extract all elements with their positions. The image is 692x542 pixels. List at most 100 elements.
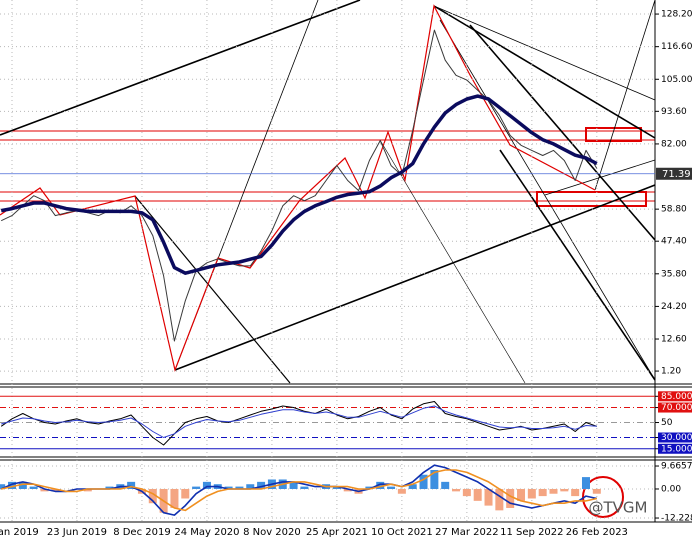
histogram-bar <box>462 488 471 497</box>
trend-line <box>439 19 656 381</box>
histogram-bar <box>257 481 266 489</box>
histogram-bar <box>83 488 92 492</box>
trend-line <box>594 0 656 191</box>
histogram-bar <box>40 488 49 492</box>
trend-line <box>469 24 656 241</box>
tick-label-bg <box>658 432 692 443</box>
histogram-bar <box>235 486 244 489</box>
y-tick-label: 15.0000 <box>661 444 692 454</box>
x-tick-label: 24 May 2020 <box>174 527 239 538</box>
histogram-bar <box>51 488 60 492</box>
x-tick-label: 27 Mar 2022 <box>435 527 498 538</box>
histogram-bar <box>0 484 6 489</box>
tick-label-bg <box>658 402 692 413</box>
x-tick-label: 8 Nov 2020 <box>243 527 301 538</box>
y-tick-label: 82.00 <box>661 139 687 149</box>
watermark: @TVGM <box>589 499 648 517</box>
drawings <box>0 0 692 523</box>
y-tick-label: 105.00 <box>661 75 692 85</box>
y-tick-label: 50 <box>661 418 673 428</box>
histogram-bar <box>300 486 309 489</box>
histogram-bar <box>408 484 417 489</box>
series-line <box>0 29 598 342</box>
histogram-bar <box>397 488 406 494</box>
histogram-bar <box>127 481 136 489</box>
histogram-bar <box>202 481 211 489</box>
y-tick-label: 128.20 <box>661 10 692 20</box>
zone-box <box>585 127 642 142</box>
series-line <box>1 405 597 438</box>
histogram-bar <box>343 488 352 492</box>
histogram-bar <box>387 486 396 489</box>
y-tick-label: 70.0000 <box>661 403 692 413</box>
y-tick-label: 85.0000 <box>661 392 692 402</box>
series-line <box>0 401 597 446</box>
x-tick-label: 8 Dec 2019 <box>113 527 171 538</box>
histogram-bar <box>560 488 569 492</box>
histogram-bar <box>376 481 385 489</box>
zone-box <box>536 191 647 207</box>
x-tick-label: 23 Jun 2019 <box>47 527 107 538</box>
y-tick-label: 116.60 <box>661 42 692 52</box>
histogram-bar <box>452 488 461 492</box>
x-tick-label: 10 Oct 2021 <box>371 527 433 538</box>
histogram-bar <box>29 486 38 489</box>
histogram-bar <box>8 481 16 489</box>
trend-line <box>174 184 656 371</box>
y-tick-label: 58.80 <box>661 205 687 215</box>
histogram-bar <box>419 474 428 489</box>
histogram-bar <box>430 469 439 489</box>
histogram-bar <box>441 481 450 489</box>
price-label-bg <box>656 167 692 180</box>
y-tick-label: 93.60 <box>661 107 687 117</box>
trend-line <box>134 195 291 384</box>
y-tick-label: 35.80 <box>661 269 687 279</box>
histogram-bar <box>527 488 536 499</box>
x-tick-label: 26 Feb 2023 <box>566 527 628 538</box>
histogram-bar <box>495 488 504 511</box>
tick-label-bg <box>658 443 692 454</box>
histogram-bar <box>246 484 255 489</box>
y-tick-label: -12.2282 <box>661 514 692 524</box>
highlight-circle <box>582 476 624 518</box>
series-line <box>0 94 598 275</box>
y-tick-label: 30.0000 <box>661 433 692 443</box>
histogram-bar <box>571 488 580 497</box>
histogram-bar <box>506 488 515 508</box>
trend-line <box>0 0 361 136</box>
histogram-bar <box>473 488 482 501</box>
x-tick-label: 25 Apr 2021 <box>306 527 368 538</box>
histogram-bar <box>484 488 493 506</box>
zigzag <box>0 4 596 373</box>
trend-line <box>433 5 656 101</box>
series-line <box>1 469 597 512</box>
y-tick-label: 1.20 <box>661 367 681 377</box>
histogram-bar <box>332 486 341 489</box>
histogram-bar <box>289 481 298 489</box>
histogram-bar <box>581 477 590 489</box>
trend-line <box>544 159 656 196</box>
histogram-bar <box>170 488 179 508</box>
tick-label-bg <box>658 391 692 402</box>
histogram-bar <box>592 488 601 494</box>
histogram-bar <box>549 488 558 494</box>
y-tick-label: 12.60 <box>661 335 687 345</box>
y-tick-label: 47.40 <box>661 237 687 247</box>
x-tick-label: 6 Jan 2019 <box>0 527 39 538</box>
y-tick-label: 24.20 <box>661 302 687 312</box>
histogram-bar <box>224 486 233 489</box>
trend-line <box>499 149 656 381</box>
histogram-bar <box>517 488 526 501</box>
histogram-bar <box>538 488 547 497</box>
x-tick-label: 11 Sep 2022 <box>500 527 563 538</box>
histogram-bar <box>192 486 201 489</box>
trend-line <box>379 139 526 384</box>
y-tick-label: 9.6657 <box>661 462 692 472</box>
histogram-bar <box>105 486 114 489</box>
histogram-bar <box>18 481 27 489</box>
histogram-bar <box>148 488 157 504</box>
histogram-bar <box>365 486 374 489</box>
